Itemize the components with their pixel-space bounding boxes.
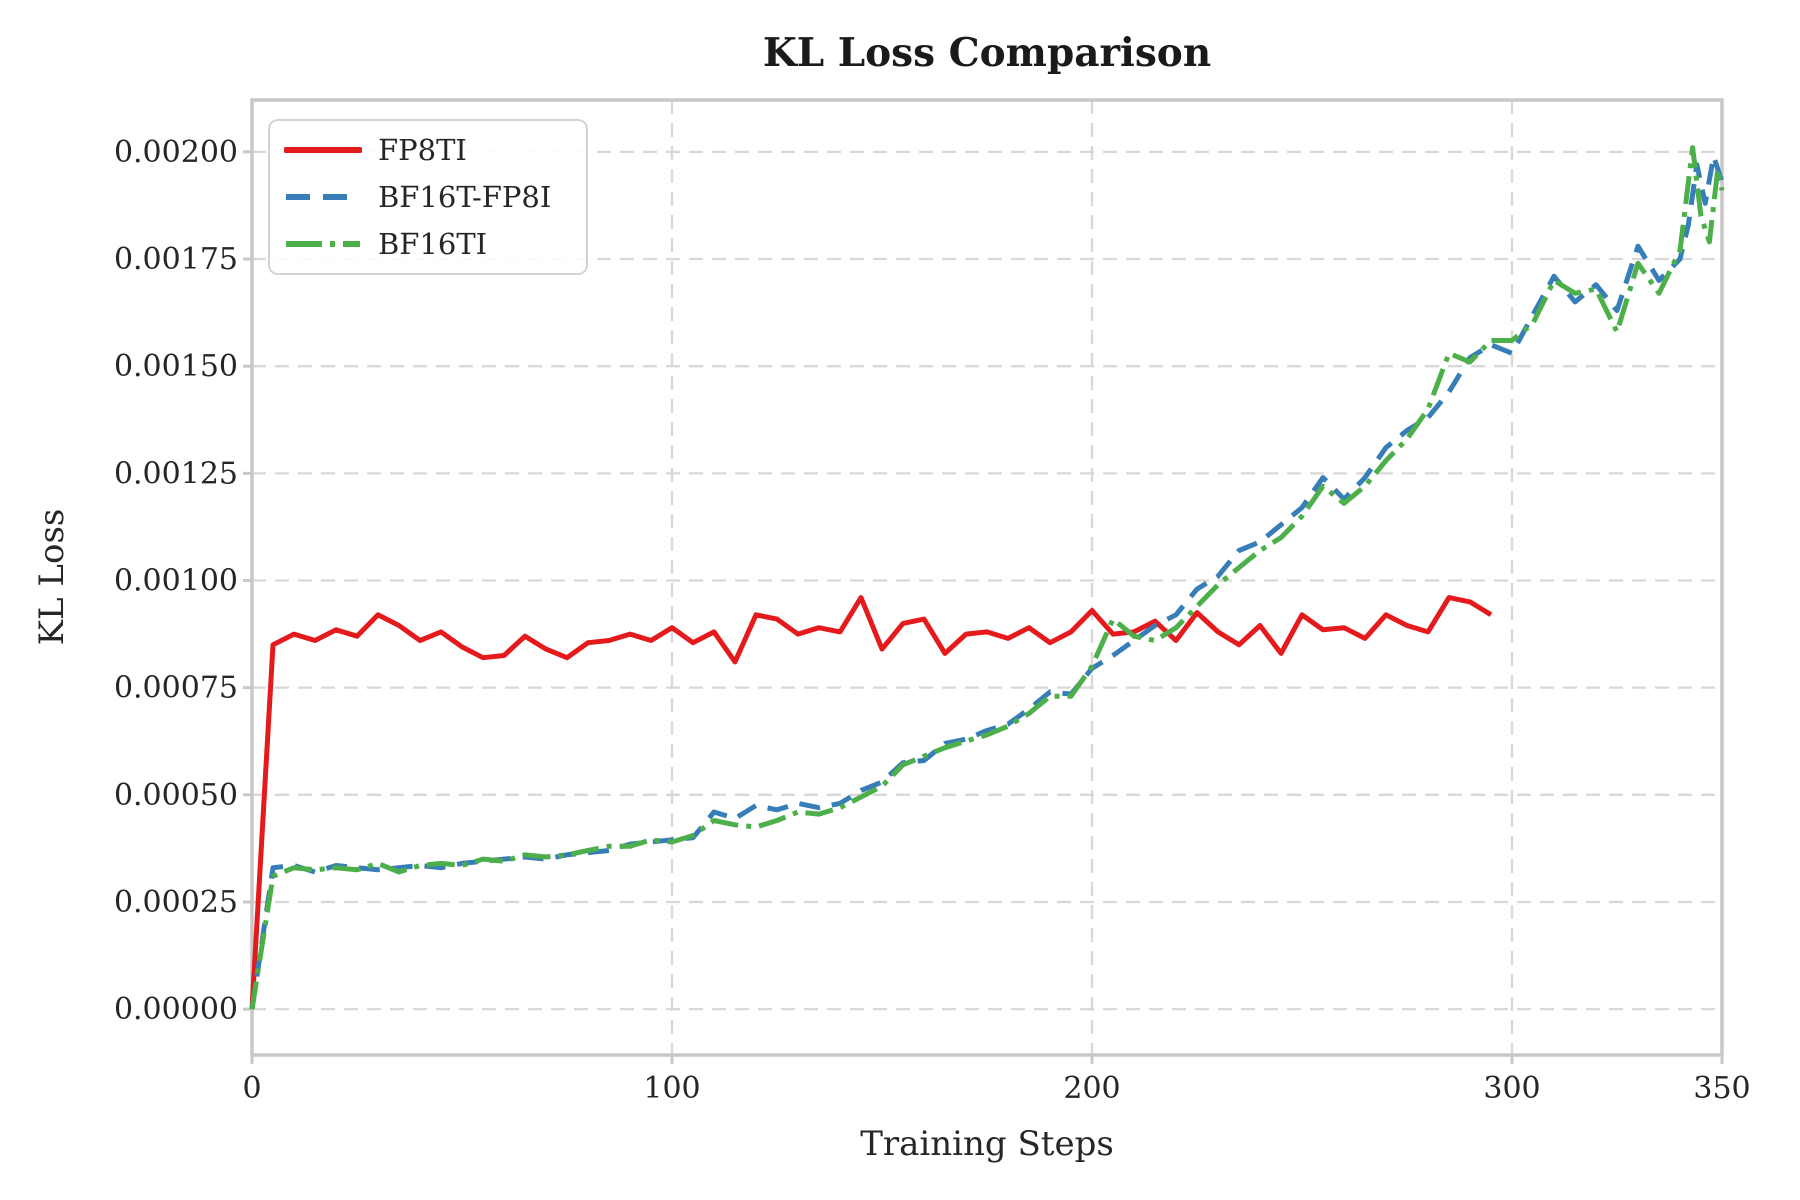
legend: FP8TI BF16T-FP8I BF16TI [268, 119, 588, 275]
legend-line-sample [286, 193, 360, 200]
chart-title: KL Loss Comparison [762, 30, 1212, 76]
x-tick-label: 350 [1693, 1071, 1750, 1106]
y-tick-label: 0.00050 [114, 778, 238, 813]
x-tick-label: 0 [242, 1071, 261, 1106]
legend-entry-BF16TI: BF16TI [270, 227, 586, 261]
legend-label: BF16TI [378, 226, 488, 261]
y-tick-label: 0.00100 [114, 564, 238, 599]
y-tick-label: 0.00200 [114, 135, 238, 170]
x-tick-label: 300 [1483, 1071, 1540, 1106]
x-axis-label: Training Steps [860, 1124, 1114, 1164]
y-tick-label: 0.00000 [114, 992, 238, 1027]
axes-spines [250, 98, 1724, 1057]
legend-label: BF16T-FP8I [378, 179, 552, 214]
x-tick-label: 200 [1063, 1071, 1120, 1106]
legend-label: FP8TI [378, 133, 467, 168]
y-tick-label: 0.00125 [114, 456, 238, 491]
series-line-BF16T-FP8I [249, 153, 1725, 1010]
x-tick-label: 100 [643, 1071, 700, 1106]
series-line-BF16TI [249, 145, 1725, 1010]
series-line-FP8TI [249, 595, 1493, 1010]
y-tick-label: 0.00150 [114, 349, 238, 384]
y-tick-label: 0.00175 [114, 242, 238, 277]
y-axis-label: KL Loss [32, 508, 72, 646]
legend-line-sample [284, 147, 362, 154]
legend-line-sample [286, 240, 360, 247]
legend-entry-FP8TI: FP8TI [270, 133, 586, 167]
y-tick-label: 0.00075 [114, 671, 238, 706]
legend-entry-BF16T-FP8I: BF16T-FP8I [270, 180, 586, 214]
y-tick-label: 0.00025 [114, 885, 238, 920]
